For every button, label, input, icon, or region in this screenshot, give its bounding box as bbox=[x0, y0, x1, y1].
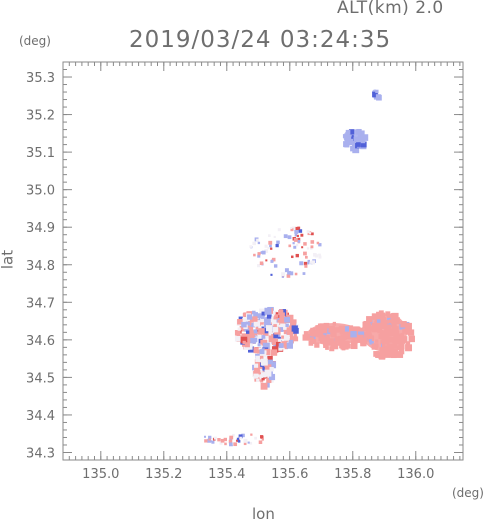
north-negative-patch bbox=[342, 128, 369, 154]
axis-frame: 135.0 135.2 135.4 135.6 135.8 136.0 34.3 34.4 34… bbox=[26, 61, 464, 482]
y-tick-label: 35.3 bbox=[26, 71, 55, 86]
x-tick-label: 135.4 bbox=[208, 467, 245, 482]
y-tick-label: 34.5 bbox=[26, 371, 55, 386]
y-tick-label: 34.8 bbox=[26, 259, 55, 274]
central-mixed bbox=[234, 306, 300, 357]
plot-frame bbox=[62, 61, 464, 461]
x-axis-title: lon bbox=[252, 505, 275, 523]
altitude-label: ALT(km) 2.0 bbox=[337, 0, 444, 18]
timestamp-title: 2019/03/24 03:24:35 bbox=[129, 27, 392, 53]
x-tick-label: 135.0 bbox=[82, 467, 119, 482]
y-tick-label: 34.6 bbox=[26, 334, 55, 349]
northern-scatter bbox=[249, 226, 322, 278]
y-tick-label: 35.1 bbox=[26, 146, 55, 161]
y-tick-label: 34.3 bbox=[26, 446, 55, 461]
y-tick-label: 34.9 bbox=[26, 221, 55, 236]
x-tick-label: 136.0 bbox=[397, 467, 434, 482]
x-tick-label: 135.6 bbox=[271, 467, 308, 482]
southern-mixed bbox=[252, 347, 277, 390]
y-tick-label: 35.2 bbox=[26, 109, 55, 124]
y-tick-label: 34.7 bbox=[26, 296, 55, 311]
x-tick-label: 135.2 bbox=[145, 467, 182, 482]
echo-layer bbox=[203, 89, 415, 447]
x-axis-unit: (deg) bbox=[452, 486, 484, 500]
y-axis-unit: (deg) bbox=[19, 34, 51, 48]
y-tick-label: 35.0 bbox=[26, 184, 55, 199]
far-north-dot bbox=[372, 89, 382, 101]
south-strip bbox=[203, 433, 264, 447]
east-positive-tail bbox=[302, 321, 371, 352]
y-tick-label: 34.4 bbox=[26, 409, 55, 424]
x-tick-label: 135.8 bbox=[334, 467, 371, 482]
